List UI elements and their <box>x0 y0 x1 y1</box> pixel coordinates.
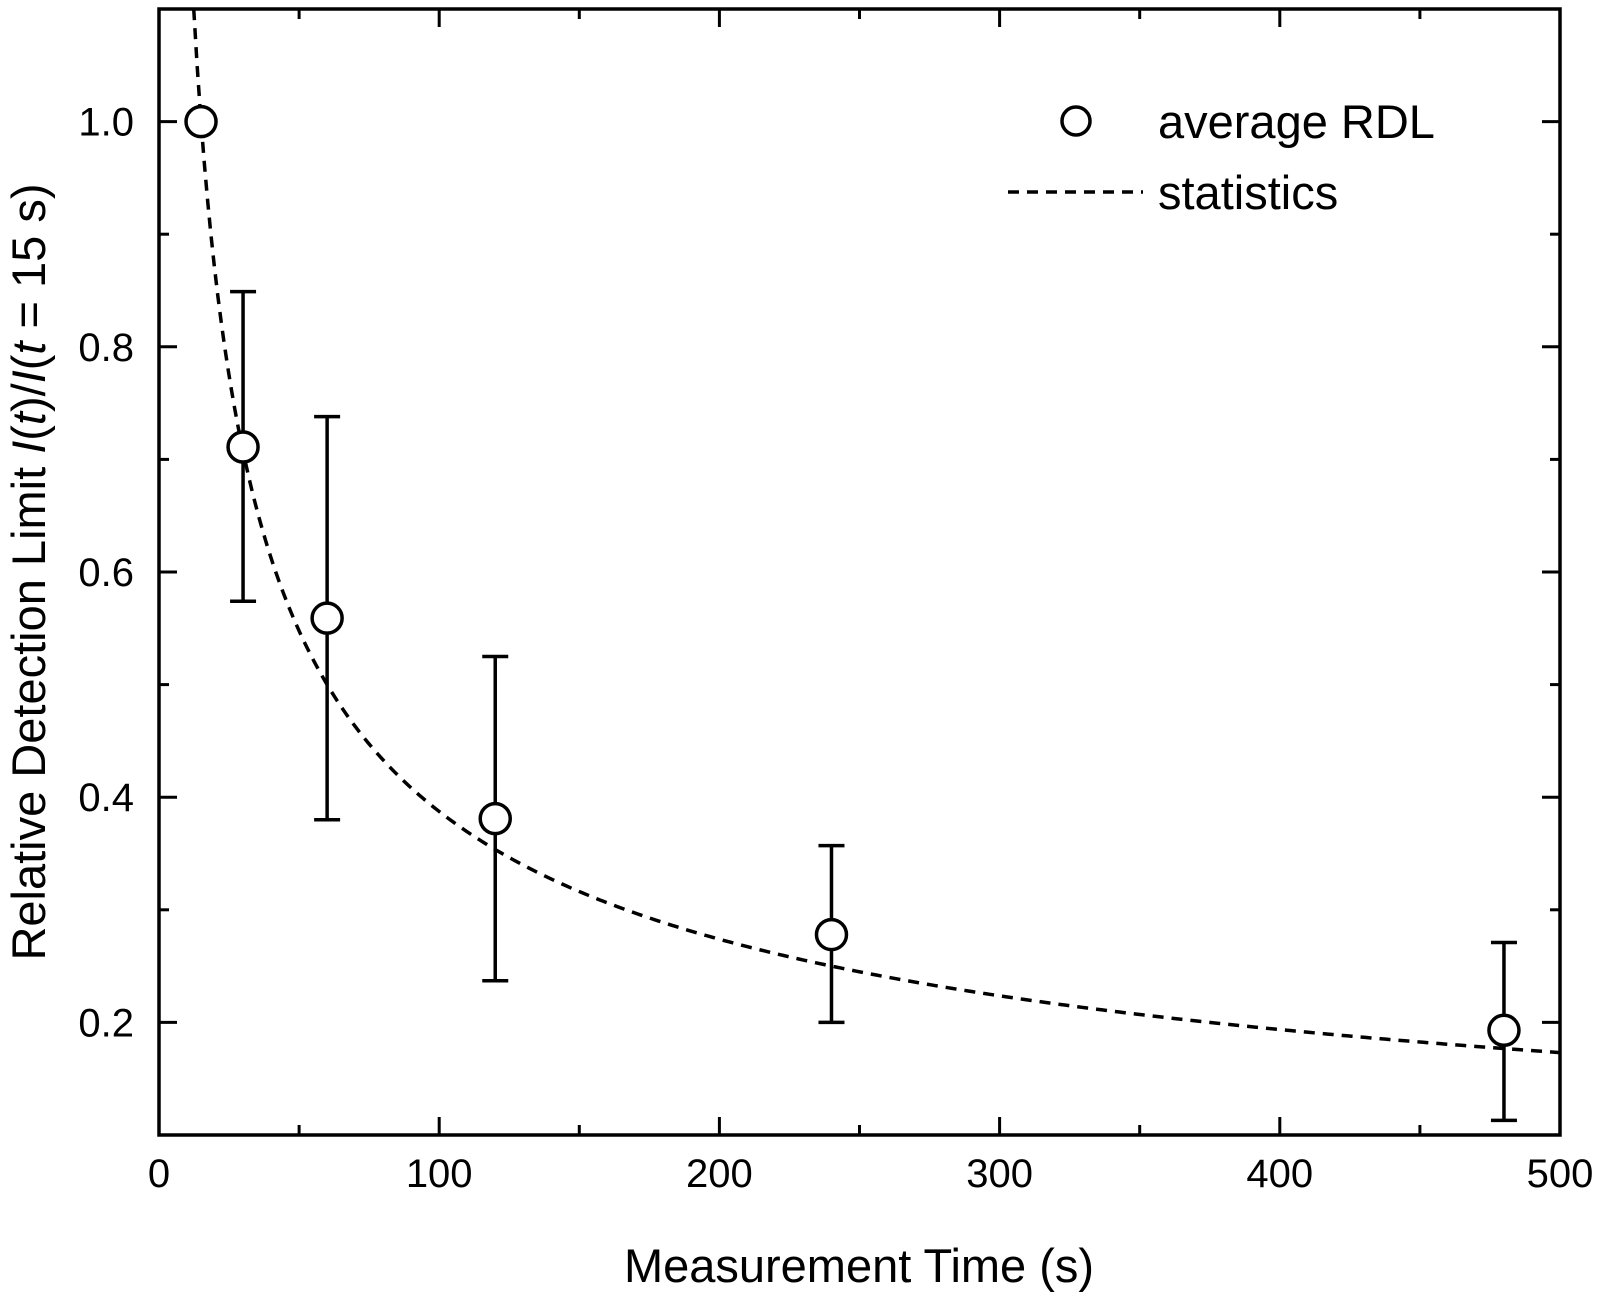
legend-marker-average-rdl <box>1060 105 1092 137</box>
y-axis-title-prefix: Relative Detection Limit <box>2 454 55 961</box>
y-axis-title-I1: I <box>2 441 55 454</box>
x-tick-label: 0 <box>148 1152 170 1196</box>
y-axis-title-t1: t <box>2 410 55 425</box>
legend-label-average-rdl: average RDL <box>1158 95 1435 148</box>
statistics-curve <box>191 9 1560 1055</box>
legend: average RDL statistics <box>1008 95 1435 219</box>
data-point <box>814 917 849 952</box>
ticks-layer: 0 100 200 300 400 500 0.2 0.4 0.6 0.8 1.0 <box>78 7 1594 1196</box>
x-axis-title: Measurement Time (s) <box>624 1239 1094 1292</box>
x-tick-label: 300 <box>966 1152 1033 1196</box>
data-point <box>310 601 344 635</box>
x-tick-label: 100 <box>406 1152 473 1196</box>
y-tick-label: 0.6 <box>78 551 134 595</box>
legend-label-statistics: statistics <box>1158 166 1338 219</box>
x-tick-label: 400 <box>1246 1152 1313 1196</box>
y-axis-title-suffix: = 15 s) <box>2 183 55 341</box>
plot-frame <box>157 7 1562 1137</box>
plot-layer <box>184 9 1560 1123</box>
data-point <box>184 104 218 139</box>
y-axis-title: Relative Detection Limit I(t)/I(t = 15 s… <box>2 183 55 960</box>
data-point <box>226 430 260 464</box>
y-axis-title-open1: ( <box>2 425 55 441</box>
y-axis-title-t2: t <box>2 340 55 355</box>
x-tick-label: 500 <box>1527 1152 1594 1196</box>
y-axis-title-I2: I <box>2 370 55 383</box>
data-point <box>478 801 512 836</box>
y-tick-label: 1.0 <box>78 101 134 145</box>
y-axis-title-open2: ( <box>2 354 55 370</box>
y-tick-label: 0.4 <box>78 776 134 820</box>
data-point <box>1487 1013 1521 1048</box>
y-tick-label: 0.2 <box>78 1001 134 1045</box>
y-axis-title-mid: )/ <box>2 382 55 412</box>
x-tick-label: 200 <box>686 1152 753 1196</box>
y-tick-label: 0.8 <box>78 326 134 370</box>
